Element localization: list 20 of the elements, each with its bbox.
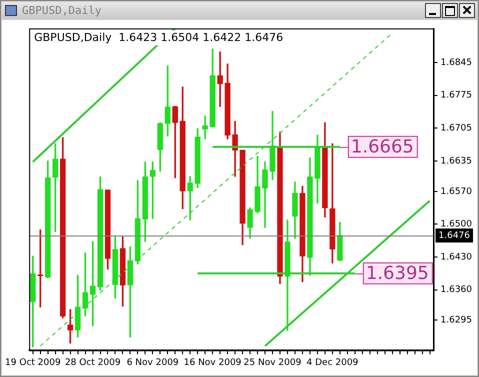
chart-subtitle: GBPUSD,Daily 1.6423 1.6504 1.6422 1.6476 <box>34 30 284 44</box>
annotation: 1.6665 <box>350 136 414 158</box>
y-tick-label: 1.6500 <box>440 220 472 230</box>
x-tick-label: 4 Dec 2009 <box>306 358 359 368</box>
annotation: 1.6395 <box>366 263 429 284</box>
y-tick-label: 1.6705 <box>440 124 472 134</box>
y-tick-label: 1.6635 <box>440 156 472 166</box>
y-tick-label: 1.6570 <box>440 186 472 197</box>
ref-line-label: 1.6476 <box>438 230 470 241</box>
y-tick-label: 1.6430 <box>440 252 472 262</box>
x-tick-label: 19 Oct 2009 <box>5 358 61 368</box>
x-tick-label: 25 Nov 2009 <box>244 358 302 368</box>
y-tick-label: 1.6360 <box>440 285 472 296</box>
x-tick-label: 28 Oct 2009 <box>64 358 121 368</box>
y-tick-label: 1.6845 <box>440 58 472 68</box>
y-tick-label: 1.6295 <box>440 316 472 326</box>
chart-title: GBPUSD,Daily <box>22 4 102 17</box>
x-tick-label: 16 Nov 2009 <box>184 358 242 368</box>
x-tick-label: 6 Nov 2009 <box>126 358 179 368</box>
y-tick-label: 1.6775 <box>440 90 472 101</box>
